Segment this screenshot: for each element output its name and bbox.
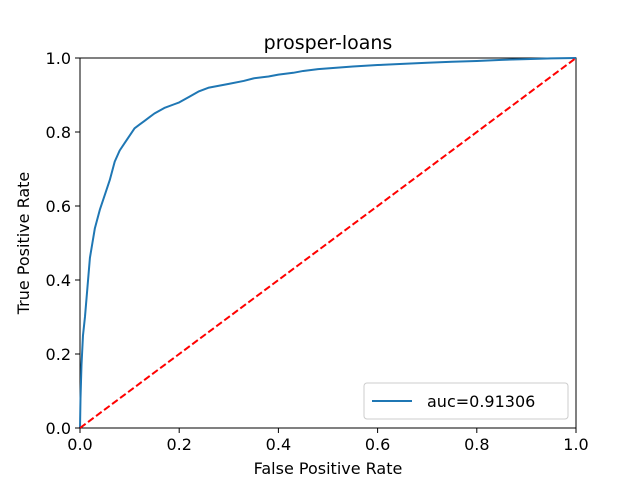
x-tick-label: 0.4	[266, 435, 291, 454]
plot-frame	[79, 57, 577, 429]
legend: auc=0.91306	[363, 382, 569, 420]
x-tick-label: 0.8	[464, 435, 489, 454]
legend-label: auc=0.91306	[427, 392, 535, 411]
y-tick-label: 0.6	[46, 197, 71, 216]
legend-box	[363, 382, 569, 420]
chance-diagonal-line	[79, 57, 577, 429]
y-axis-label: True Positive Rate	[14, 172, 33, 316]
y-axis-ticks: 0.0 0.2 0.4 0.6 0.8 1.0	[46, 49, 80, 438]
plot-area	[79, 57, 577, 429]
y-tick-label: 0.0	[46, 419, 71, 438]
x-tick-label: 0.0	[67, 435, 92, 454]
y-tick-label: 0.2	[46, 345, 71, 364]
y-tick-label: 0.4	[46, 271, 71, 290]
series-layer	[79, 57, 577, 429]
x-axis-ticks: 0.0 0.2 0.4 0.6 0.8 1.0	[67, 428, 589, 454]
y-tick-label: 1.0	[46, 49, 71, 68]
x-axis-label: False Positive Rate	[254, 459, 403, 478]
roc-curve-line	[79, 57, 577, 429]
y-tick-label: 0.8	[46, 123, 71, 142]
x-tick-label: 0.6	[365, 435, 390, 454]
x-tick-label: 0.2	[166, 435, 191, 454]
chart-title: prosper-loans	[264, 32, 393, 54]
x-tick-label: 1.0	[563, 435, 588, 454]
